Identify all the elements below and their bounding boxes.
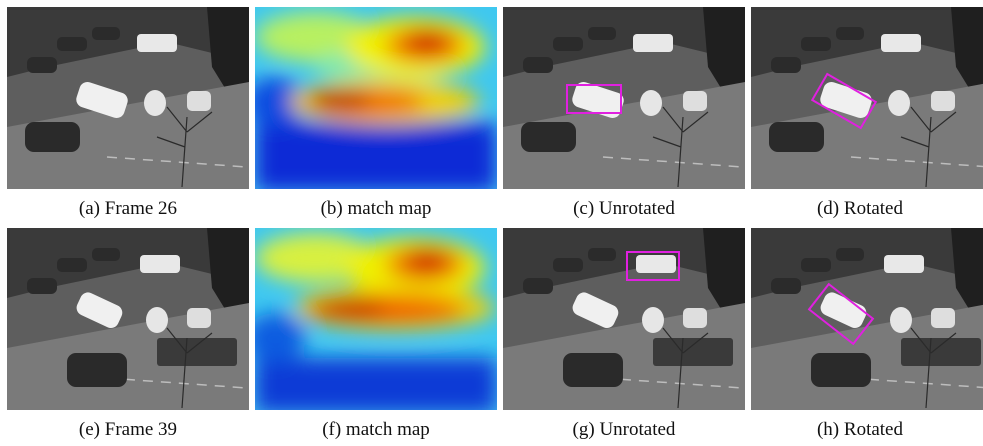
caption-a: (a) Frame 26 bbox=[78, 198, 178, 219]
caption-h: (h) Rotated bbox=[816, 419, 903, 440]
rotated-bounding-box bbox=[807, 282, 875, 346]
frame-26-image bbox=[7, 7, 249, 189]
match-map-26-heatmap bbox=[255, 7, 497, 189]
caption-g: (g) Unrotated bbox=[572, 419, 676, 440]
unrotated-bounding-box bbox=[626, 251, 680, 281]
unrotated-39-image bbox=[503, 228, 745, 410]
match-map-39-heatmap bbox=[255, 228, 497, 410]
unrotated-bounding-box bbox=[566, 84, 622, 114]
frame-39-image bbox=[7, 228, 249, 410]
rotated-26-image bbox=[751, 7, 983, 189]
rotated-bounding-box bbox=[810, 72, 878, 130]
caption-e: (e) Frame 39 bbox=[78, 419, 178, 440]
unrotated-26-image bbox=[503, 7, 745, 189]
caption-c: (c) Unrotated bbox=[573, 198, 675, 219]
rotated-39-image bbox=[751, 228, 983, 410]
caption-d: (d) Rotated bbox=[816, 198, 903, 219]
caption-b: (b) match map bbox=[320, 198, 432, 219]
caption-f: (f) match map bbox=[322, 419, 430, 440]
